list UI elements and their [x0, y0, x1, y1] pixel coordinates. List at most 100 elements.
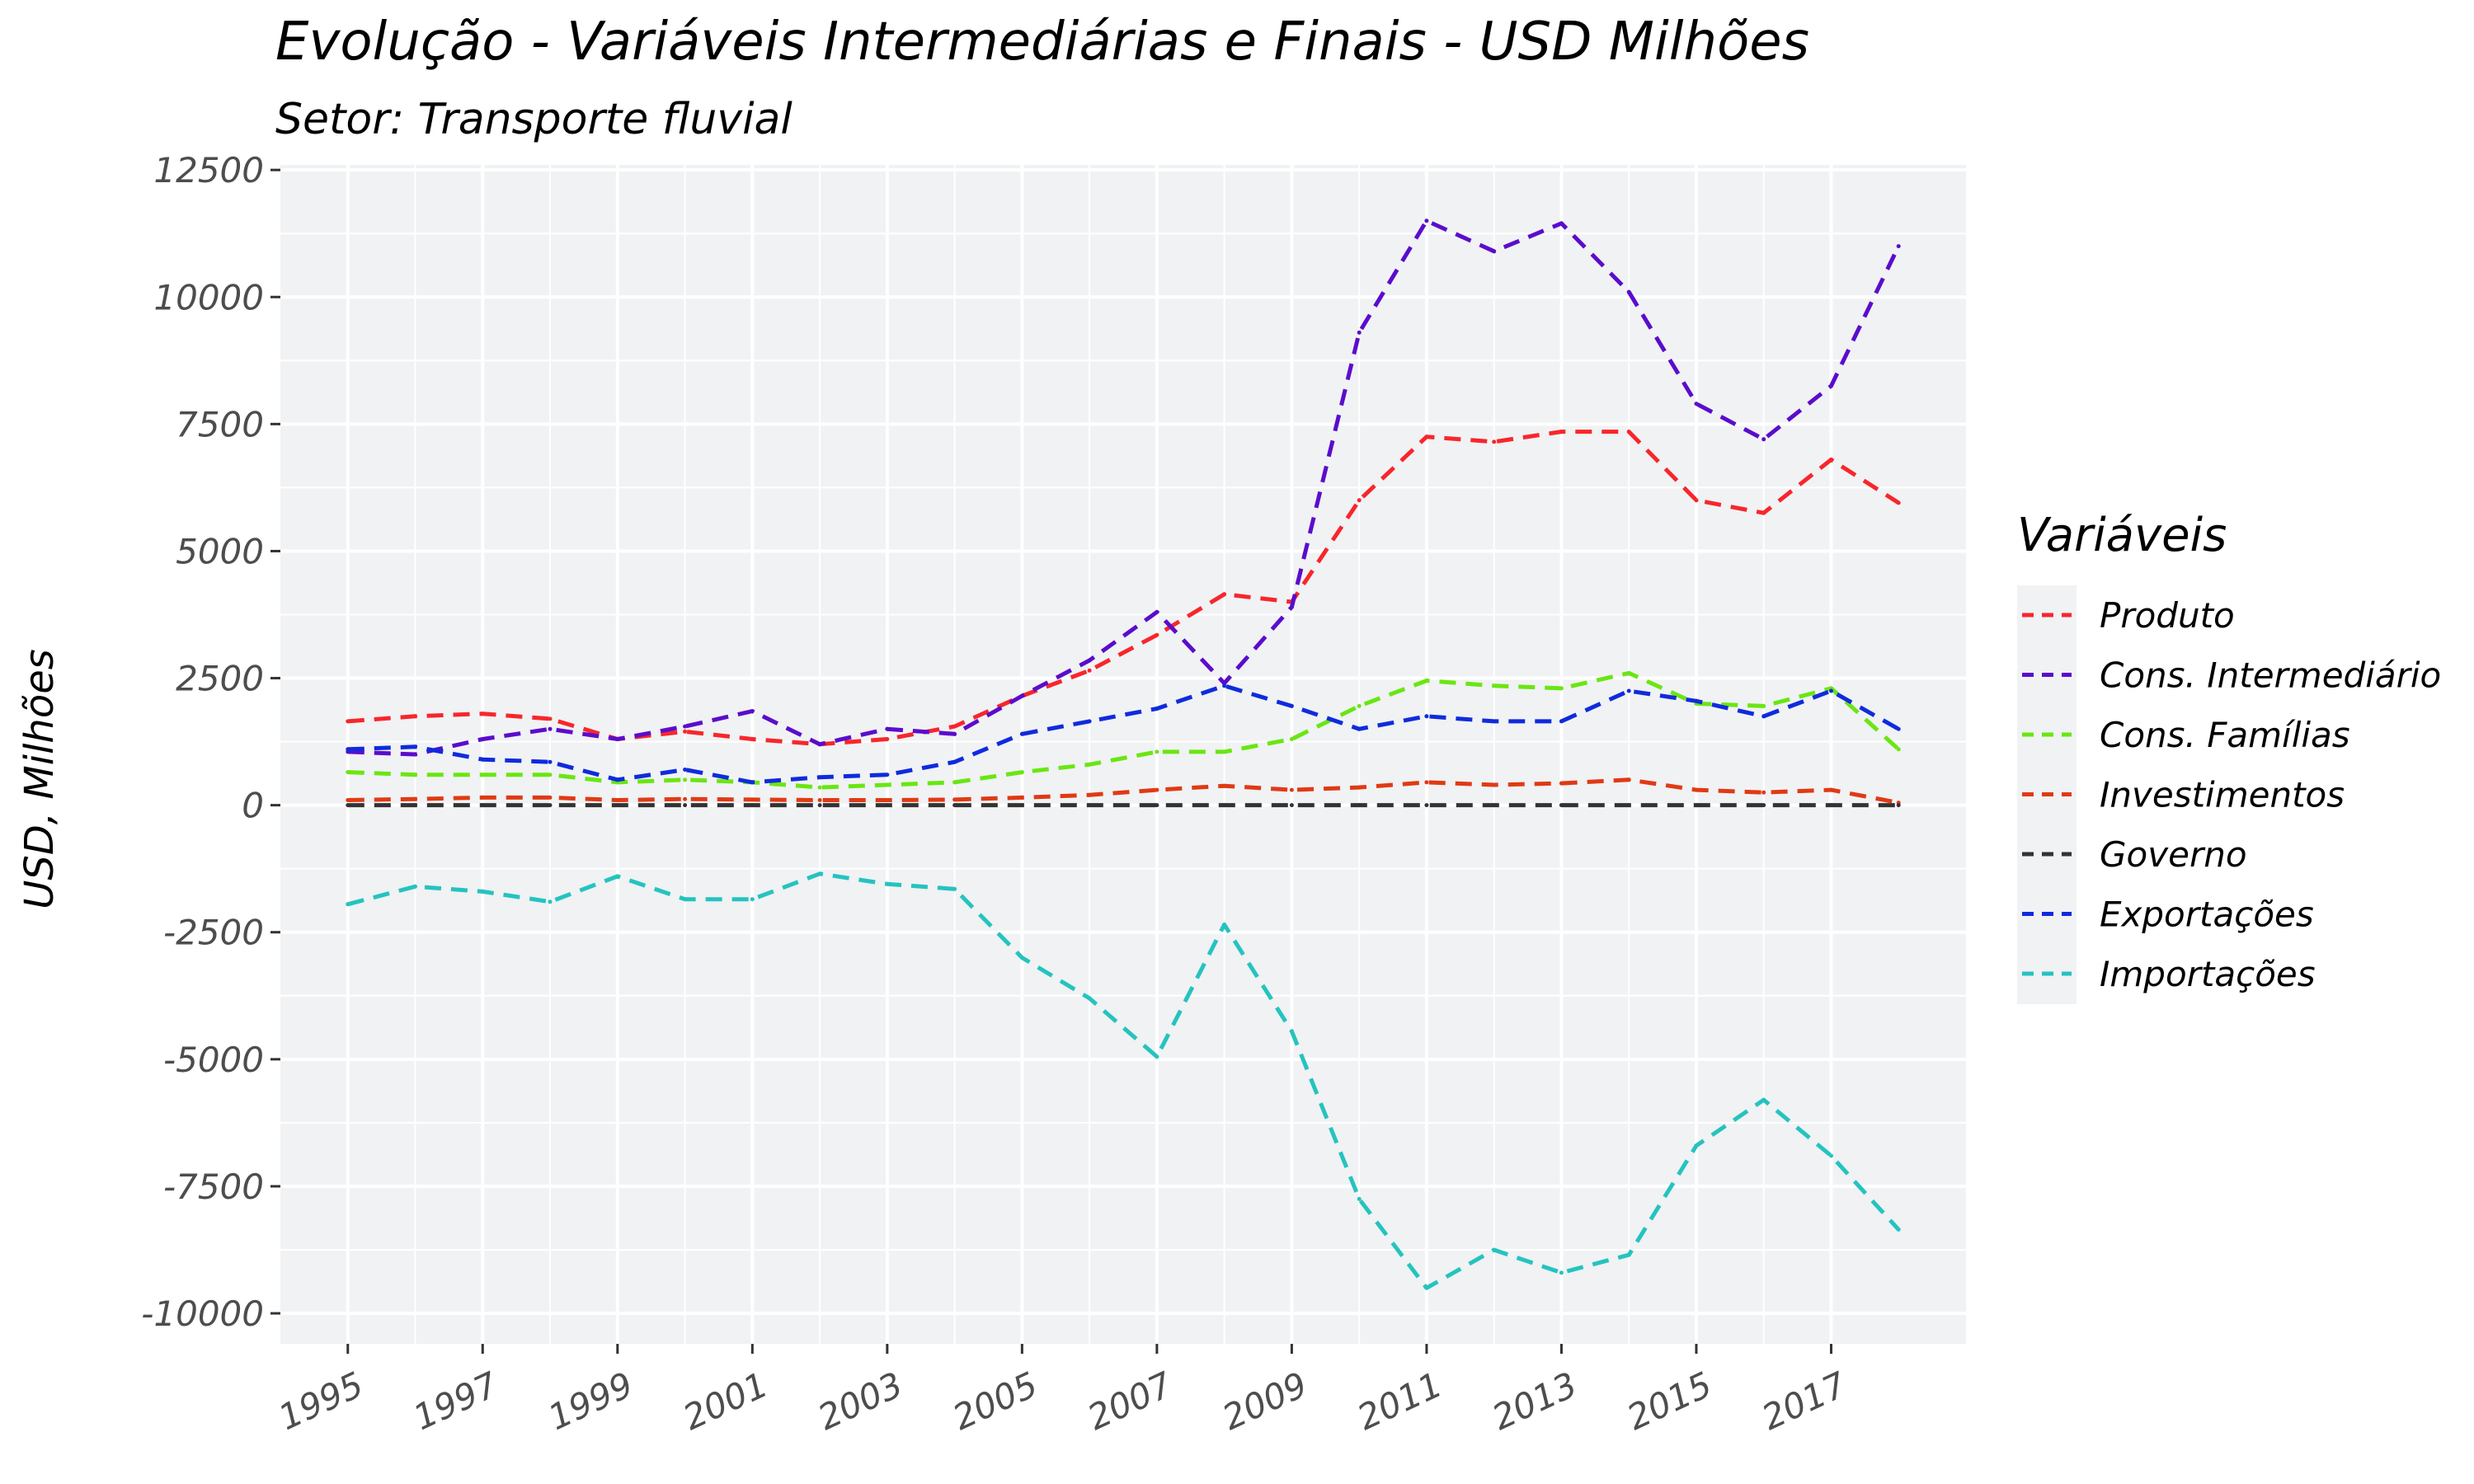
data-point-cons-intermediario — [1019, 693, 1024, 698]
data-point-cons-intermediario — [817, 742, 822, 747]
data-point-importacoes — [885, 881, 890, 886]
legend: Variáveis Produto Cons. Intermediário Cons… — [2017, 509, 2441, 1004]
x-tick-label: 2015 — [1621, 1364, 1719, 1439]
data-point-cons-familias — [885, 782, 890, 787]
data-point-governo — [1289, 803, 1294, 808]
data-point-investimentos — [1559, 781, 1564, 786]
legend-label-cons-familias: Cons. Famílias — [2100, 715, 2350, 755]
chart-subtitle: Setor: Transporte fluvial — [275, 95, 793, 144]
data-point-exportacoes — [817, 775, 822, 780]
data-point-exportacoes — [346, 747, 350, 752]
data-point-governo — [1694, 803, 1699, 808]
x-tick-label: 1995 — [272, 1364, 369, 1439]
data-point-cons-familias — [1896, 747, 1901, 752]
x-tick-label: 2009 — [1216, 1364, 1314, 1439]
data-point-exportacoes — [1761, 714, 1766, 719]
data-point-produto — [1829, 458, 1833, 462]
y-tick-label: 0 — [242, 786, 264, 826]
data-point-exportacoes — [1357, 726, 1362, 731]
data-point-importacoes — [1896, 1227, 1901, 1232]
y-tick-label: 7500 — [176, 404, 264, 444]
data-point-cons-intermediario — [615, 737, 620, 741]
data-point-governo — [952, 803, 957, 808]
series-line-cons-familias — [347, 670, 1900, 790]
data-point-cons-familias — [1626, 670, 1631, 675]
y-tick-label: -10000 — [141, 1294, 264, 1334]
data-point-governo — [1492, 803, 1497, 808]
data-point-exportacoes — [1019, 731, 1024, 736]
data-point-produto — [480, 711, 485, 716]
data-point-produto — [1357, 498, 1362, 503]
data-point-investimentos — [1694, 787, 1699, 792]
data-point-importacoes — [1694, 1144, 1699, 1148]
legend-title: Variáveis — [2017, 509, 2227, 562]
data-point-exportacoes — [615, 777, 620, 782]
x-tick-label: 2007 — [1082, 1364, 1179, 1439]
grid-lines — [280, 165, 1966, 1344]
data-point-produto — [1761, 510, 1766, 515]
data-point-exportacoes — [1222, 683, 1227, 688]
data-point-cons-intermediario — [1289, 604, 1294, 609]
data-point-governo — [1155, 803, 1159, 808]
x-tick-label: 2017 — [1756, 1364, 1853, 1439]
data-point-investimentos — [480, 795, 485, 800]
series-exportacoes — [346, 683, 1901, 785]
data-point-importacoes — [750, 897, 755, 902]
data-point-exportacoes — [413, 744, 417, 749]
data-point-produto — [683, 729, 688, 734]
data-point-investimentos — [615, 798, 620, 802]
data-point-cons-intermediario — [1424, 218, 1429, 223]
data-point-produto — [952, 724, 957, 729]
data-point-produto — [1626, 430, 1631, 434]
data-point-governo — [817, 803, 822, 808]
data-point-cons-familias — [1492, 683, 1497, 688]
data-point-cons-familias — [1357, 703, 1362, 708]
series-line-exportacoes — [347, 683, 1900, 785]
data-point-governo — [1559, 803, 1564, 808]
data-point-produto — [1559, 430, 1564, 434]
data-point-cons-intermediario — [1761, 437, 1766, 442]
data-point-governo — [346, 803, 350, 808]
data-point-importacoes — [1829, 1153, 1833, 1158]
series-investimentos — [346, 777, 1901, 805]
x-tick-label: 1999 — [542, 1364, 639, 1439]
data-point-investimentos — [1492, 782, 1497, 787]
data-point-importacoes — [480, 889, 485, 894]
data-point-cons-intermediario — [413, 752, 417, 757]
data-point-cons-familias — [413, 773, 417, 777]
data-point-cons-intermediario — [1829, 383, 1833, 388]
y-tick-label: 5000 — [176, 531, 264, 571]
data-point-investimentos — [346, 798, 350, 802]
data-point-investimentos — [413, 796, 417, 801]
data-point-exportacoes — [480, 757, 485, 762]
data-point-importacoes — [413, 884, 417, 889]
data-point-produto — [885, 737, 890, 741]
data-point-importacoes — [1155, 1054, 1159, 1059]
data-point-exportacoes — [1559, 719, 1564, 724]
data-point-cons-intermediario — [1492, 249, 1497, 254]
y-tick-label: 12500 — [153, 150, 264, 190]
data-point-cons-intermediario — [1155, 609, 1159, 614]
data-point-cons-familias — [683, 777, 688, 782]
data-point-investimentos — [1289, 787, 1294, 792]
data-point-governo — [1424, 803, 1429, 808]
data-point-importacoes — [1357, 1196, 1362, 1201]
data-point-cons-familias — [1087, 762, 1092, 767]
data-point-governo — [885, 803, 890, 808]
x-tick-label: 1997 — [407, 1364, 505, 1439]
data-point-investimentos — [1424, 780, 1429, 785]
y-tick-label: -5000 — [163, 1040, 264, 1080]
data-point-investimentos — [817, 798, 822, 802]
data-point-exportacoes — [1424, 714, 1429, 719]
data-point-importacoes — [1289, 1029, 1294, 1034]
data-point-governo — [1761, 803, 1766, 808]
data-point-investimentos — [885, 798, 890, 802]
y-tick-label: 2500 — [176, 659, 264, 699]
data-point-exportacoes — [1829, 688, 1833, 693]
data-point-governo — [548, 803, 553, 808]
plot-panel — [280, 165, 1966, 1344]
data-point-produto — [1155, 632, 1159, 637]
data-point-investimentos — [1222, 783, 1227, 788]
legend-label-importacoes: Importações — [2100, 954, 2316, 994]
data-point-cons-intermediario — [1087, 658, 1092, 663]
